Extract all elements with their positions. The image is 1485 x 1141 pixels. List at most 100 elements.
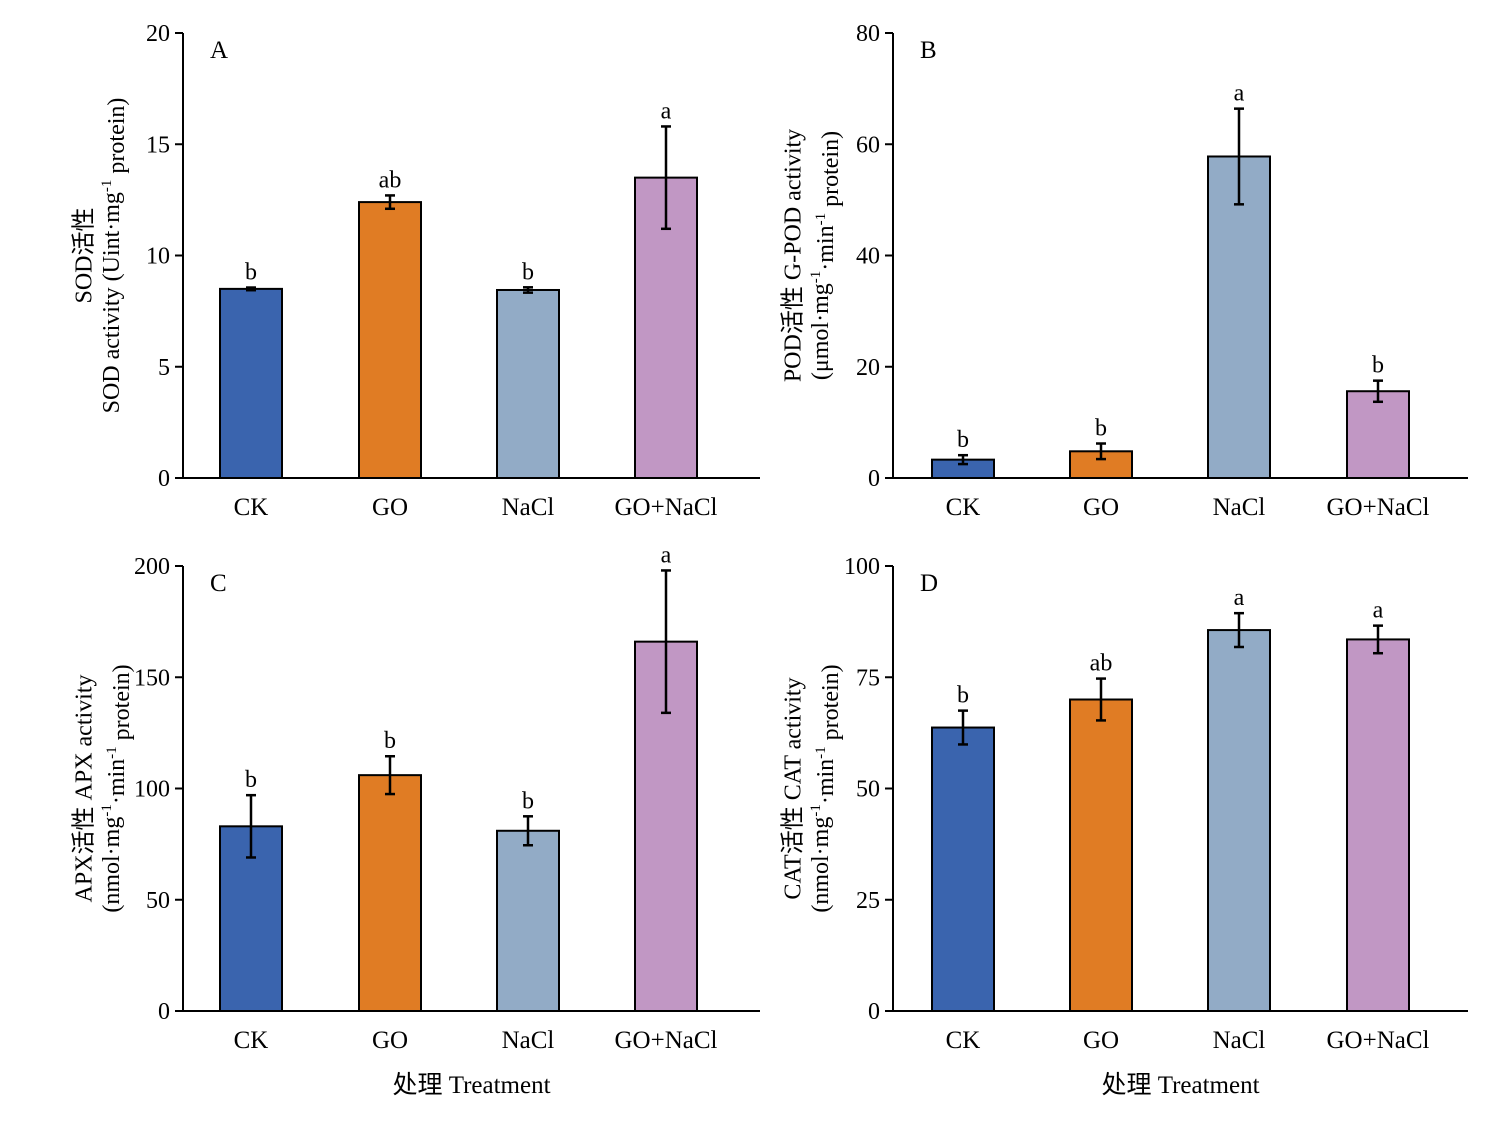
significance-letter: b bbox=[384, 728, 396, 754]
panel-letter: D bbox=[920, 570, 938, 597]
significance-letter: b bbox=[245, 767, 257, 793]
x-tick-label: CK bbox=[234, 494, 269, 521]
bar-nacl bbox=[496, 829, 560, 1013]
x-tick-label: NaCl bbox=[502, 1027, 555, 1054]
x-tick-label: GO bbox=[1083, 1027, 1119, 1054]
bar-go bbox=[1069, 698, 1133, 1012]
y-tick-label: 100 bbox=[844, 554, 880, 580]
y-tick-label: 10 bbox=[146, 244, 170, 270]
y-axis-label-line2: SOD activity (Uint·mg bbox=[99, 192, 125, 413]
significance-letter: b bbox=[522, 259, 534, 285]
y-tick-label: 20 bbox=[146, 21, 170, 47]
y-axis-label-superscript: -1 bbox=[104, 746, 120, 759]
y-tick-label: 0 bbox=[158, 466, 170, 492]
x-tick-label: NaCl bbox=[1213, 1027, 1266, 1054]
y-tick-label: 150 bbox=[134, 665, 170, 691]
y-axis-label-line2: ·min bbox=[813, 759, 839, 804]
x-tick-label: GO bbox=[372, 494, 408, 521]
y-tick-label: 0 bbox=[868, 999, 880, 1025]
x-tick-label: GO bbox=[1083, 494, 1119, 521]
significance-letter: a bbox=[661, 542, 672, 568]
y-axis-label: POD活性 G-POD activity(μmol·mg-1·min-1 pro… bbox=[780, 129, 845, 382]
y-tick-label: 15 bbox=[146, 132, 170, 158]
significance-letter: b bbox=[1095, 416, 1107, 442]
y-tick-label: 20 bbox=[856, 355, 880, 381]
y-axis-label-superscript: -1 bbox=[813, 213, 829, 226]
significance-letter: ab bbox=[1090, 651, 1113, 677]
y-axis-label-line2: protein) bbox=[818, 131, 844, 213]
y-axis-label-line2: ·min bbox=[104, 759, 130, 804]
y-tick-label: 25 bbox=[856, 888, 880, 914]
x-axis-label: 处理 Treatment bbox=[392, 1071, 550, 1099]
y-axis-label-line1: APX活性 APX activity bbox=[71, 675, 98, 903]
y-axis-label-superscript: -1 bbox=[99, 804, 115, 817]
bar-go-nacl bbox=[634, 176, 698, 479]
y-axis-label-line2: ·min bbox=[813, 225, 839, 270]
x-tick-label: GO+NaCl bbox=[1327, 494, 1430, 521]
significance-letter: b bbox=[957, 427, 969, 453]
x-tick-label: GO+NaCl bbox=[615, 494, 718, 521]
y-axis-label-line2: (nmol·mg bbox=[99, 817, 125, 913]
y-axis-label-superscript: -1 bbox=[99, 180, 115, 193]
significance-letter: a bbox=[661, 98, 672, 124]
panel-letter: C bbox=[210, 570, 227, 597]
significance-letter: a bbox=[1234, 81, 1245, 107]
y-tick-label: 75 bbox=[856, 665, 880, 691]
panel-a: 0 5 10 15 20 b CK ab GO b NaCl a GO+NaCl A SOD活性SOD ac… bbox=[71, 21, 760, 521]
panel-d: 0 25 50 75 100 b CK ab GO a NaCl a GO+NaCl D CAT活性 CAT… bbox=[780, 554, 1468, 1099]
bar-ck bbox=[931, 726, 995, 1012]
y-tick-label: 0 bbox=[158, 999, 170, 1025]
significance-letter: a bbox=[1373, 598, 1384, 624]
y-tick-label: 0 bbox=[868, 466, 880, 492]
x-tick-label: GO+NaCl bbox=[615, 1027, 718, 1054]
y-tick-label: 100 bbox=[134, 777, 170, 803]
y-axis-label-line1: CAT活性 CAT activity bbox=[780, 677, 807, 899]
y-tick-label: 80 bbox=[856, 21, 880, 47]
x-tick-label: GO bbox=[372, 1027, 408, 1054]
significance-letter: b bbox=[522, 788, 534, 814]
significance-letter: b bbox=[957, 683, 969, 709]
y-tick-label: 50 bbox=[856, 777, 880, 803]
y-axis-label-superscript: -1 bbox=[808, 804, 824, 817]
y-tick-label: 60 bbox=[856, 132, 880, 158]
y-axis-label-line2: protein) bbox=[104, 98, 130, 180]
x-tick-label: NaCl bbox=[1213, 494, 1266, 521]
y-axis-label-line1: SOD活性 bbox=[71, 207, 98, 303]
y-axis-label-line2: (nmol·mg bbox=[808, 817, 834, 913]
panel-letter: A bbox=[210, 37, 228, 64]
y-axis-label-line2: (μmol·mg bbox=[808, 283, 834, 380]
bar-nacl bbox=[1207, 629, 1271, 1013]
y-axis-label-line2: protein) bbox=[109, 664, 135, 746]
y-tick-label: 5 bbox=[158, 355, 170, 381]
bar-ck bbox=[219, 287, 283, 479]
y-axis-label: CAT活性 CAT activity(nmol·mg-1·min-1 prote… bbox=[780, 664, 845, 912]
x-tick-label: CK bbox=[234, 1027, 269, 1054]
x-tick-label: NaCl bbox=[502, 494, 555, 521]
bar-go-nacl bbox=[1346, 390, 1410, 480]
bar-nacl bbox=[1207, 155, 1271, 480]
y-axis-label: SOD活性SOD activity (Uint·mg-1 protein) bbox=[71, 98, 131, 414]
y-tick-label: 50 bbox=[146, 888, 170, 914]
bar-go bbox=[358, 774, 422, 1013]
y-axis-label-line1: POD活性 G-POD activity bbox=[780, 129, 807, 382]
significance-letter: a bbox=[1234, 585, 1245, 611]
y-axis-label-superscript: -1 bbox=[813, 746, 829, 759]
y-axis-label: APX活性 APX activity(nmol·mg-1·min-1 prote… bbox=[71, 664, 136, 912]
bar-go bbox=[358, 201, 422, 479]
significance-letter: b bbox=[245, 260, 257, 286]
x-axis-label: 处理 Treatment bbox=[1101, 1071, 1259, 1099]
panel-b: 0 20 40 60 80 b CK b GO a NaCl b GO+NaCl B POD活性 G-POD… bbox=[780, 21, 1468, 521]
x-tick-label: CK bbox=[946, 494, 981, 521]
x-tick-label: GO+NaCl bbox=[1327, 1027, 1430, 1054]
significance-letter: ab bbox=[379, 167, 402, 193]
y-axis-label-line2: protein) bbox=[818, 664, 844, 746]
y-tick-label: 200 bbox=[134, 554, 170, 580]
x-tick-label: CK bbox=[946, 1027, 981, 1054]
panel-c: 0 50 100 150 200 b CK b GO b NaCl a GO+NaCl C APX活性 AP… bbox=[71, 542, 760, 1099]
bar-nacl bbox=[496, 288, 560, 479]
bar-go-nacl bbox=[1346, 638, 1410, 1012]
panel-letter: B bbox=[920, 37, 937, 64]
significance-letter: b bbox=[1372, 353, 1384, 379]
y-tick-label: 40 bbox=[856, 244, 880, 270]
